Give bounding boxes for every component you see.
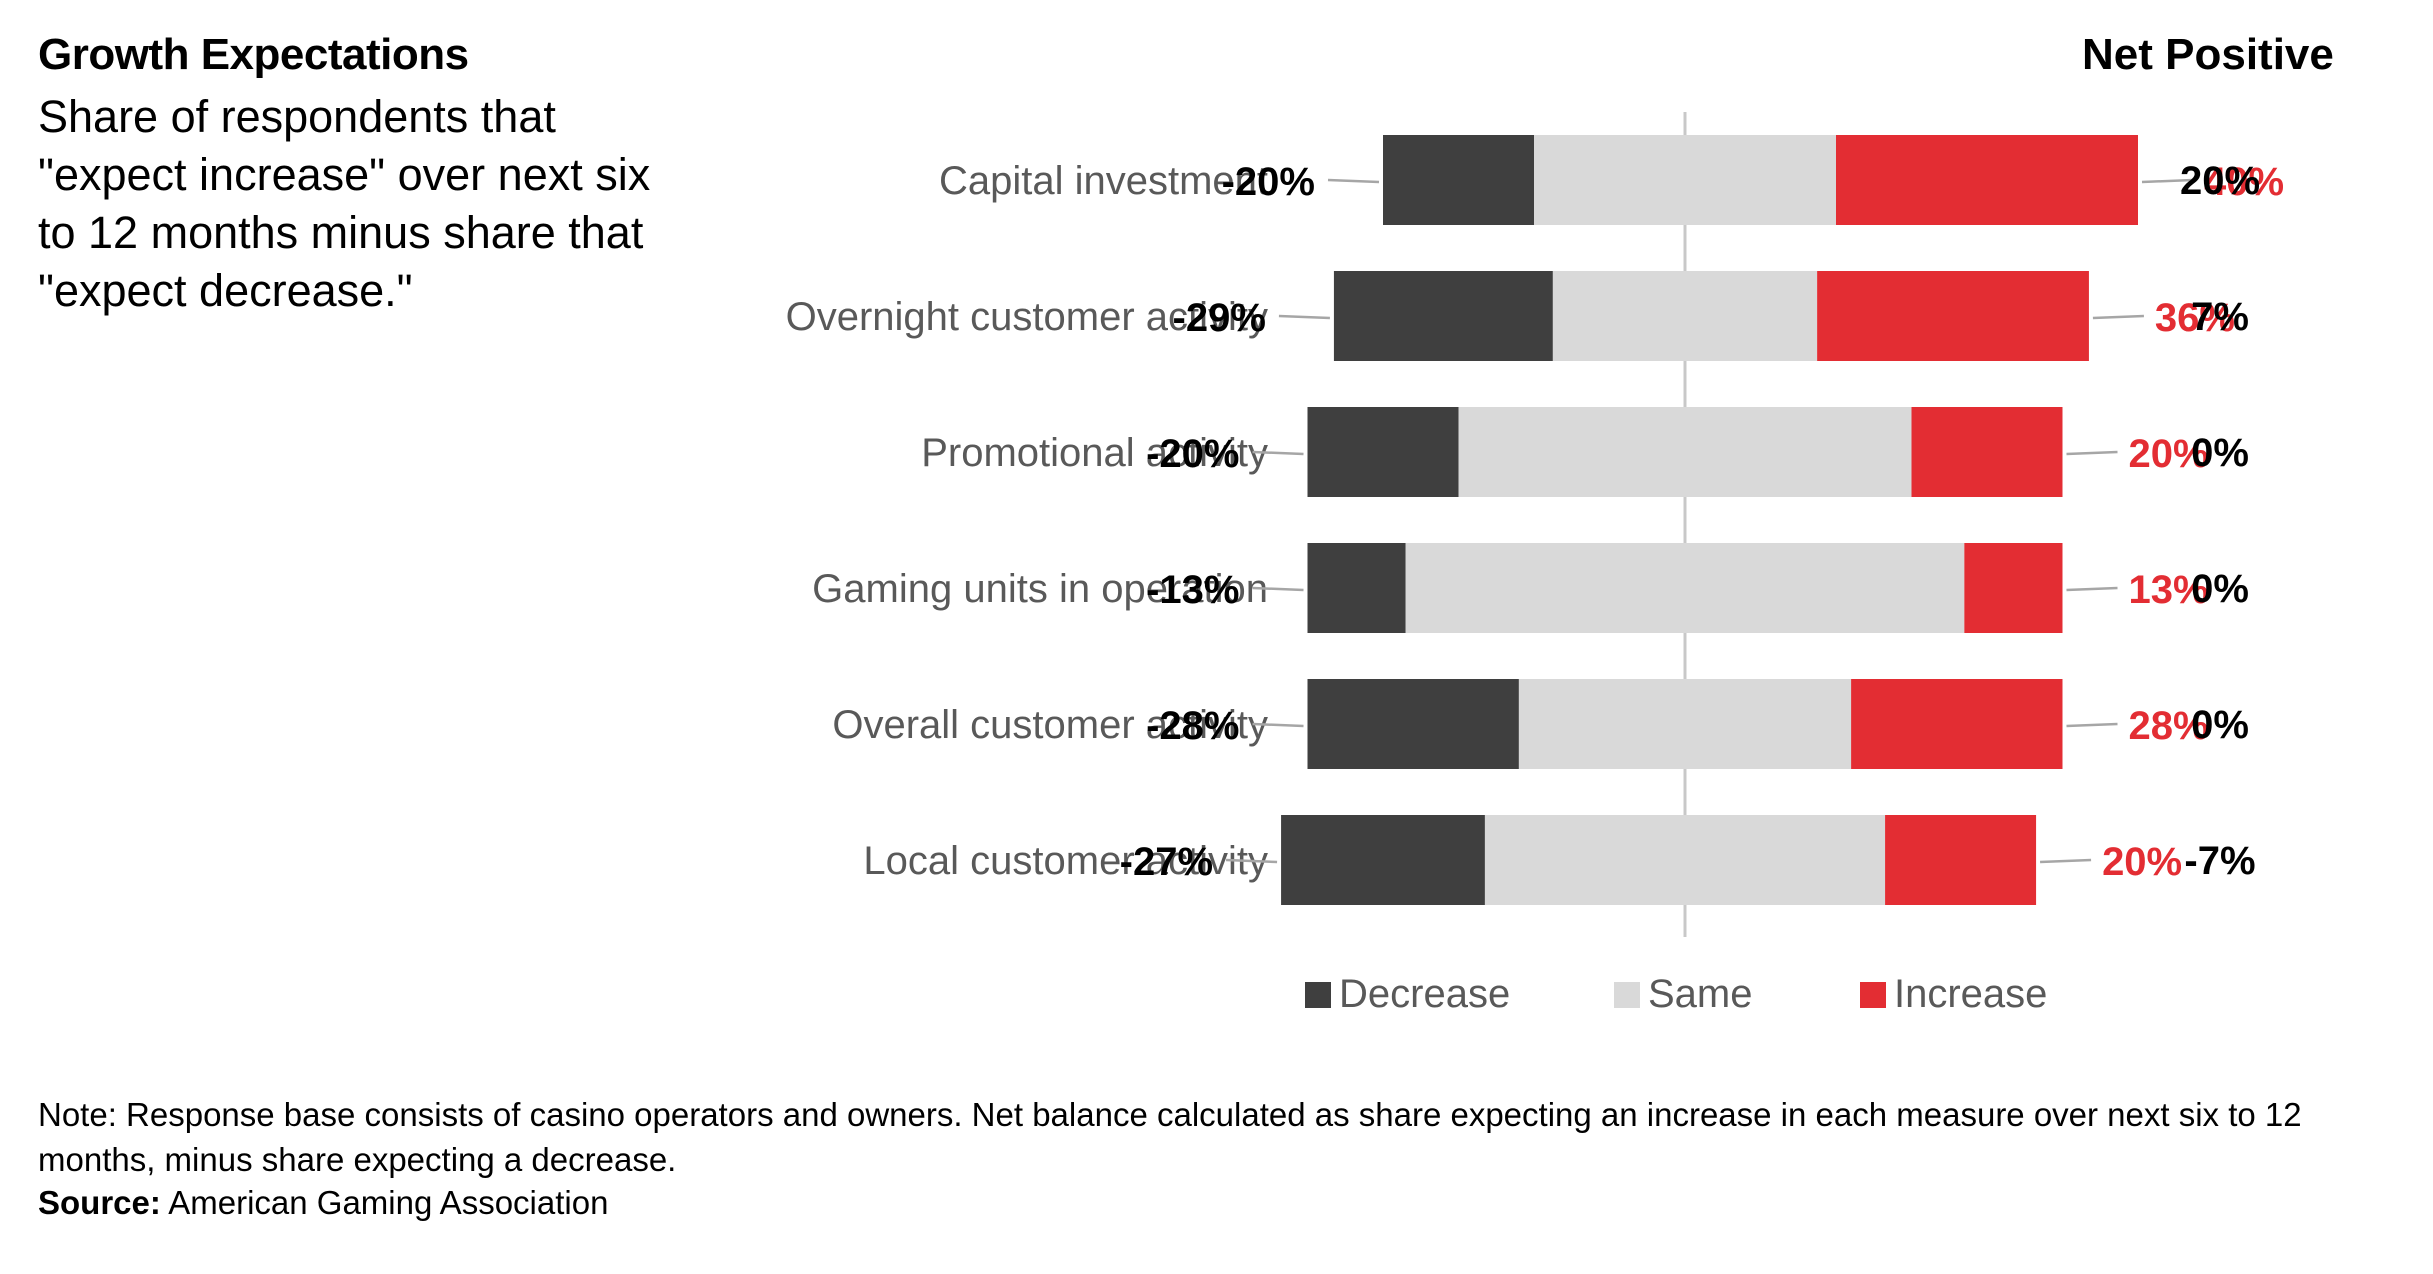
chart-title: Growth Expectations xyxy=(38,30,469,79)
net-positive-value: 0% xyxy=(2191,431,2249,475)
leader-line-increase xyxy=(2040,858,2092,864)
decrease-value-label: -13% xyxy=(1146,568,1239,612)
source-line: Source: American Gaming Association xyxy=(38,1180,608,1225)
bar-increase xyxy=(1851,679,2063,769)
bar-increase xyxy=(1911,407,2063,497)
source-label: Source: xyxy=(38,1184,161,1221)
legend-swatch-decrease xyxy=(1305,982,1331,1008)
increase-value-label: 20% xyxy=(2129,432,2209,476)
bar-same xyxy=(1534,135,1836,225)
bar-decrease xyxy=(1333,271,1553,361)
increase-value-label: 36% xyxy=(2155,296,2235,340)
net-positive-header: Net Positive xyxy=(2082,30,2334,79)
legend-swatch-same xyxy=(1614,982,1640,1008)
source-text: American Gaming Association xyxy=(168,1184,609,1221)
net-positive-value: 0% xyxy=(2191,567,2249,611)
net-positive-value: 20% xyxy=(2180,159,2260,203)
increase-value-label: 13% xyxy=(2129,568,2209,612)
leader-line-decrease xyxy=(1226,858,1278,864)
increase-value-label: 40% xyxy=(2204,160,2284,204)
footnote: Note: Response base consists of casino o… xyxy=(38,1096,2302,1178)
legend-swatch-increase xyxy=(1860,982,1886,1008)
net-positive-value: 7% xyxy=(2191,295,2249,339)
bar-decrease xyxy=(1383,135,1534,225)
legend-label-increase: Increase xyxy=(1894,972,2047,1016)
category-label: Gaming units in operation xyxy=(812,567,1268,611)
category-label: Local customer activity xyxy=(863,839,1268,883)
increase-value-label: 20% xyxy=(2102,840,2182,884)
decrease-value-label: -29% xyxy=(1173,296,1266,340)
leader-line-increase xyxy=(2066,586,2118,592)
diverging-bar-chart: Capital investment-20% 40%20%Overnight cu… xyxy=(786,112,2284,1016)
bar-same xyxy=(1458,407,1912,497)
leader-line-decrease xyxy=(1252,722,1304,728)
increase-value-label: 28% xyxy=(2129,704,2209,748)
category-label: Overall customer activity xyxy=(832,703,1268,747)
bar-decrease xyxy=(1307,679,1519,769)
bar-increase xyxy=(1885,815,2037,905)
category-label: Promotional activity xyxy=(921,431,1268,475)
leader-line-decrease xyxy=(1278,314,1330,320)
net-positive-value: -7% xyxy=(2184,839,2255,883)
decrease-value-label: -20% xyxy=(1222,160,1315,204)
bar-same xyxy=(1484,815,1886,905)
bar-increase xyxy=(1836,135,2138,225)
leader-line-decrease xyxy=(1252,586,1304,592)
net-positive-value: 0% xyxy=(2191,703,2249,747)
bar-increase xyxy=(1817,271,2089,361)
decrease-value-label: -27% xyxy=(1120,840,1213,884)
chart-subtitle: Share of respondents that "expect increa… xyxy=(38,91,651,316)
decrease-value-label: -28% xyxy=(1146,704,1239,748)
decrease-value-label: -20% xyxy=(1146,432,1239,476)
bar-decrease xyxy=(1281,815,1485,905)
leader-line-decrease xyxy=(1327,178,1380,184)
bar-same xyxy=(1518,679,1852,769)
legend-label-same: Same xyxy=(1648,972,1753,1016)
bar-decrease xyxy=(1307,543,1406,633)
bar-same xyxy=(1552,271,1818,361)
category-label: Overnight customer activity xyxy=(786,295,1268,339)
leader-line-decrease xyxy=(1252,450,1304,456)
leader-line-increase xyxy=(2066,450,2118,456)
leader-line-increase xyxy=(2092,314,2144,320)
bar-increase xyxy=(1964,543,2063,633)
category-label: Capital investment xyxy=(939,159,1268,203)
bar-same xyxy=(1405,543,1965,633)
bar-decrease xyxy=(1307,407,1459,497)
leader-line-increase xyxy=(2066,722,2118,728)
leader-line-increase xyxy=(2141,178,2194,184)
legend-label-decrease: Decrease xyxy=(1339,972,1510,1016)
